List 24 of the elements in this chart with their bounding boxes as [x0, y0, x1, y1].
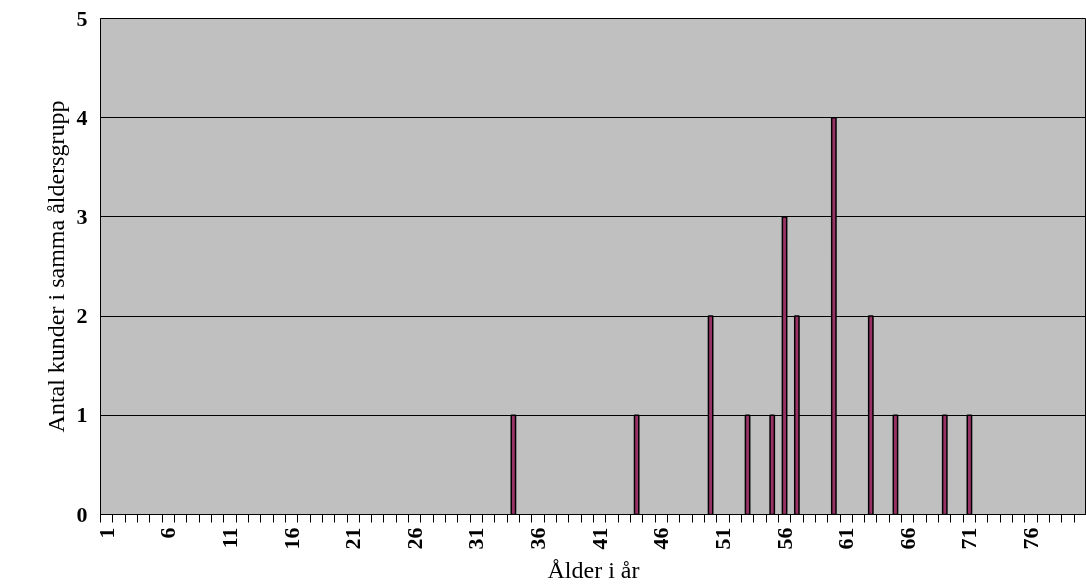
- x-tick-label: 16: [278, 527, 304, 550]
- y-tick-label: 2: [76, 303, 88, 329]
- y-tick-label: 1: [76, 402, 88, 428]
- x-tick-label: 56: [771, 527, 797, 550]
- x-tick-label: 66: [894, 527, 920, 550]
- x-tick-label: 61: [833, 527, 859, 550]
- x-tick-label: 36: [525, 527, 551, 550]
- y-tick-label: 3: [76, 203, 88, 229]
- y-axis-title: Antal kunder i samma åldersgrupp: [42, 100, 69, 433]
- x-tick-label: 1: [93, 527, 119, 539]
- x-tick-label: 31: [463, 527, 489, 550]
- x-tick-label: 6: [155, 527, 181, 539]
- x-tick-label: 26: [401, 527, 427, 550]
- x-tick-label: 46: [648, 527, 674, 550]
- x-tick-label: 51: [709, 527, 735, 550]
- y-tick-label: 4: [76, 104, 88, 130]
- x-tick-label: 71: [956, 527, 982, 550]
- y-tick-label: 5: [76, 5, 88, 31]
- x-axis-title: Ålder i år: [547, 557, 640, 584]
- x-tick-label: 76: [1018, 527, 1044, 550]
- y-tick-label: 0: [76, 501, 88, 527]
- x-tick-label: 11: [216, 527, 242, 549]
- x-tick-label: 21: [340, 527, 366, 550]
- x-tick-label: 41: [586, 527, 612, 550]
